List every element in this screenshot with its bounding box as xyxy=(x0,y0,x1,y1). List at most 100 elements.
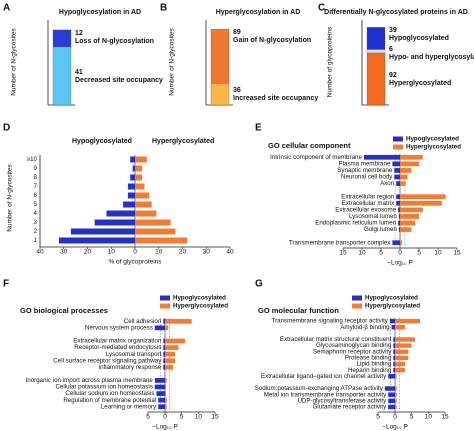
category-label: 4 xyxy=(34,210,38,217)
category-label: Extracellular matrix xyxy=(342,200,396,207)
bar-hypo xyxy=(388,392,395,397)
bar-hypo xyxy=(123,201,135,208)
bar-hyper xyxy=(400,181,406,186)
bar-hypo xyxy=(391,324,395,330)
x-tick-label: 10 xyxy=(108,249,116,256)
bar-hyper xyxy=(135,201,152,208)
bar-hypo xyxy=(154,325,165,331)
x-tick-label: 10 xyxy=(425,414,433,421)
category-label: Lysosomal lumen xyxy=(349,213,397,220)
category-label: Receptor-mediated endocytosis xyxy=(74,344,161,351)
category-label: Extracellular matrix structural constitu… xyxy=(280,336,392,343)
legend-label: Hyperglycosylated xyxy=(365,303,420,310)
category-label: Cellular sodium ion homeostasis xyxy=(65,390,154,397)
bar-segment xyxy=(52,46,72,106)
category-label: Neuronal cell body xyxy=(341,174,393,181)
bar-hypo xyxy=(156,391,165,396)
bar-hyper xyxy=(165,364,174,370)
bar-hypo xyxy=(398,207,400,213)
category-label: Axon xyxy=(380,180,395,187)
y-axis-label: Number of glycoproteins xyxy=(327,26,334,97)
panel-title: GO molecular function xyxy=(258,306,339,315)
bar-hyper xyxy=(165,338,185,344)
panel-title: GO cellular component xyxy=(268,141,351,150)
bar-segment xyxy=(366,49,386,54)
category-label: Glutamate receptor activity xyxy=(313,404,387,411)
bar-hypo xyxy=(396,194,400,200)
bar-hypo xyxy=(163,338,165,344)
value-label: 6 xyxy=(389,46,393,53)
category-label: Synaptic membrane xyxy=(337,167,393,174)
x-tick-label: 0 xyxy=(163,414,167,421)
bar-hypo xyxy=(388,398,395,404)
x-tick-label: 0 xyxy=(398,250,402,257)
bar-hypo xyxy=(130,174,135,181)
legend-swatch xyxy=(352,295,362,301)
bar-hypo xyxy=(396,200,400,206)
category-label: Protease binding xyxy=(345,355,392,362)
category-label: Inflammatory response xyxy=(98,364,161,371)
series-heading: Hypoglycosylated xyxy=(72,138,132,145)
bar-hyper xyxy=(395,343,412,348)
category-label: Cellular potassium ion homeostasis xyxy=(55,384,152,391)
legend-label: Hypoglycosylated xyxy=(406,136,459,143)
bar-hypo xyxy=(398,220,400,226)
bar-hyper xyxy=(395,349,409,354)
x-tick-label: 10 xyxy=(434,250,442,257)
bar-hypo xyxy=(392,240,400,246)
bar-hypo xyxy=(163,358,165,364)
category-label: Lysosomal transport xyxy=(106,351,162,358)
legend-swatch xyxy=(393,144,403,150)
category-label: Endoplasmic reticulum lumen xyxy=(315,220,396,227)
bar-hyper xyxy=(400,240,402,246)
x-tick-label: 40 xyxy=(36,249,44,256)
category-label: Heparin binding xyxy=(348,367,392,374)
panel-letter: G xyxy=(255,279,263,290)
x-tick-label: 30 xyxy=(60,249,68,256)
bar-hyper xyxy=(400,214,419,219)
category-label: 3 xyxy=(34,219,38,226)
bar-hypo xyxy=(393,349,395,354)
bar-hypo xyxy=(396,181,400,186)
x-axis-label: % of glycoproteins xyxy=(108,259,162,266)
x-tick-label: 5 xyxy=(379,250,383,257)
y-axis-label: Number of N-glycosites xyxy=(11,27,18,95)
legend-label: Hypoglycosylated xyxy=(365,295,418,302)
bar-hyper xyxy=(135,192,150,199)
bar-hypo xyxy=(393,337,395,342)
bar-hypo xyxy=(392,161,400,167)
bar-hypo xyxy=(393,355,395,361)
x-tick-label: 10 xyxy=(358,250,366,257)
legend-label: Hyperglycosylated xyxy=(406,144,461,151)
x-axis-label: −Log₁₀ P xyxy=(152,424,178,431)
panel-letter: A xyxy=(3,3,10,14)
bar-segment xyxy=(210,82,230,106)
bar-hypo xyxy=(388,374,395,379)
legend-label: Hyperglycosylated xyxy=(173,303,228,310)
category-label: Extracellular exosome xyxy=(335,206,396,213)
bar-hyper xyxy=(395,392,397,397)
bar-hyper xyxy=(165,318,192,324)
bar-hyper xyxy=(165,351,175,357)
bar-hyper xyxy=(165,397,167,403)
value-label: 12 xyxy=(75,30,83,37)
bar-hypo xyxy=(388,404,395,410)
category-label: Inorganic ion import across plasma membr… xyxy=(26,377,154,384)
legend-swatch xyxy=(160,295,170,301)
bar-segment xyxy=(210,28,230,84)
category-label: ≥10 xyxy=(27,156,38,163)
bar-hypo xyxy=(163,318,165,324)
category-label: 1 xyxy=(34,237,38,244)
value-label: 89 xyxy=(233,29,241,36)
bar-hypo xyxy=(384,386,395,391)
x-tick-label: 5 xyxy=(376,414,380,421)
category-label: Golgi lumen xyxy=(364,226,398,233)
category-label: Metal ion transmembrane transporter acti… xyxy=(264,391,387,398)
value-label: 92 xyxy=(389,72,397,79)
bar-hyper xyxy=(165,378,167,383)
panel-letter: C xyxy=(318,3,325,14)
x-tick-label: 0 xyxy=(133,249,137,256)
category-label: Semaphorin receptor activity xyxy=(313,348,392,355)
x-axis-label: −Log₁₀ P xyxy=(382,424,408,431)
